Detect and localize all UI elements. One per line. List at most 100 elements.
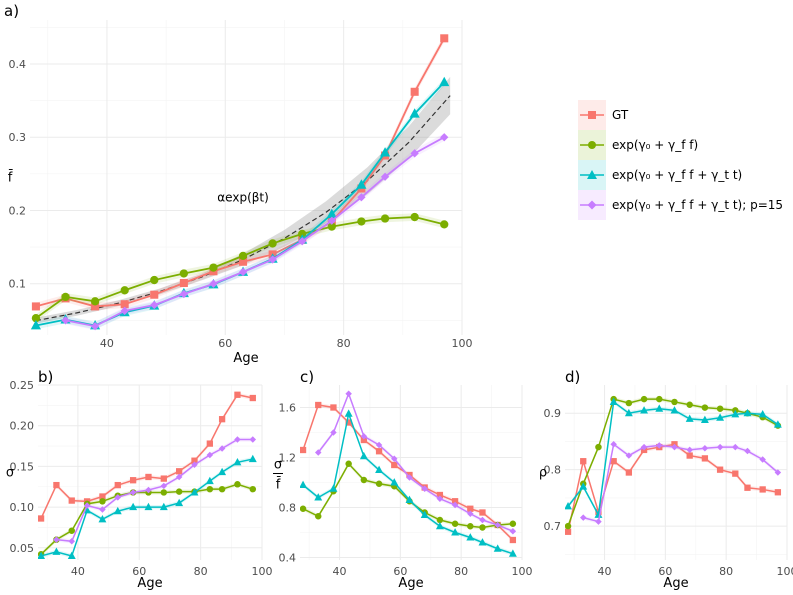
x-tick-label: 100 — [252, 565, 273, 578]
data-point-model-ft-p15 — [580, 514, 587, 521]
x-tick-label: 60 — [393, 565, 407, 578]
data-point-model-f — [565, 522, 572, 530]
y-tick-label: 0.7 — [544, 520, 562, 533]
panel-c: 40 60 80 100 0.4 0.8 1.2 1.6 c) Age σ f̄ — [273, 368, 533, 591]
data-point-model-f — [640, 395, 648, 403]
data-point-model-ft-p15 — [406, 474, 413, 481]
data-point-model-ft — [685, 414, 694, 422]
series-ribbon-gt — [41, 392, 253, 521]
data-point-model-ft — [113, 506, 122, 515]
data-point-model-ft-p15 — [234, 436, 241, 443]
data-point-gt — [114, 481, 121, 489]
data-point-model-f — [436, 516, 444, 524]
y-tick-label: 0.4 — [279, 552, 297, 565]
data-point-gt — [716, 466, 724, 473]
data-point-gt — [345, 419, 352, 426]
series-line-model-ft-p15 — [65, 136, 445, 328]
x-tick-label: 80 — [337, 337, 351, 350]
data-point-model-ft-p15 — [701, 444, 709, 452]
panel-b: 40 60 80 100 0.05 0.10 0.15 0.20 0.25 b) Age σ — [6, 368, 273, 591]
data-point-model-ft — [144, 502, 153, 511]
data-point-model-ft-p15 — [191, 461, 198, 469]
data-point-model-ft — [38, 551, 46, 559]
data-point-model-ft — [30, 319, 41, 330]
data-point-model-ft-p15 — [330, 429, 337, 436]
data-point-model-ft-p15 — [595, 518, 602, 525]
data-point-model-f — [68, 527, 75, 534]
data-point-model-ft — [190, 488, 199, 496]
y-axis-title-denominator: f̄ — [276, 477, 281, 492]
data-point-model-ft-p15 — [440, 133, 449, 142]
x-tick-label: 60 — [218, 337, 232, 350]
data-point-gt — [239, 257, 248, 266]
y-tick-label: 0.15 — [10, 460, 35, 473]
y-tick-label: 0.8 — [544, 464, 562, 477]
x-tick-label: 60 — [132, 565, 146, 578]
data-point-model-ft-p15 — [716, 443, 724, 451]
data-point-model-f — [671, 398, 678, 406]
data-point-model-ft-p15 — [467, 510, 474, 517]
data-point-model-ft-p15 — [360, 433, 368, 440]
data-point-gt — [53, 481, 60, 489]
data-point-model-ft-p15 — [625, 452, 633, 459]
legend: GT exp(γ₀ + γ_f f) exp(γ₀ + γ_f f + γ_t … — [578, 100, 783, 220]
data-point-model-ft — [248, 454, 257, 463]
data-point-model-ft-p15 — [68, 538, 75, 545]
data-point-model-f — [99, 498, 106, 505]
data-point-model-f — [686, 401, 693, 408]
legend-entry-gt: GT — [578, 100, 629, 130]
data-point-model-f — [218, 485, 226, 493]
data-point-model-ft-p15 — [238, 267, 248, 277]
x-tick-label: 80 — [454, 565, 468, 578]
x-tick-label: 60 — [658, 565, 672, 578]
data-point-gt — [759, 486, 766, 493]
y-tick-label: 0.3 — [9, 131, 27, 144]
data-point-model-ft-p15 — [494, 521, 501, 529]
data-point-model-ft — [405, 495, 414, 504]
data-point-model-ft — [98, 514, 107, 523]
data-point-model-ft — [129, 502, 138, 511]
y-tick-label: 0.05 — [10, 542, 35, 555]
data-point-model-ft — [655, 404, 664, 412]
data-point-gt — [234, 391, 241, 398]
data-point-model-ft-p15 — [744, 447, 751, 455]
data-point-gt — [129, 477, 137, 484]
data-point-model-f — [375, 480, 383, 487]
data-point-gt — [410, 87, 419, 96]
data-point-model-ft — [565, 502, 573, 510]
data-point-model-ft — [314, 493, 323, 501]
data-point-model-ft — [700, 415, 709, 424]
data-point-model-f — [209, 263, 218, 272]
x-tick-label: 100 — [452, 337, 473, 350]
data-point-model-f — [656, 395, 663, 403]
panel-label: b) — [38, 368, 53, 386]
data-point-model-ft — [609, 397, 618, 405]
data-point-gt — [315, 401, 322, 409]
data-point-model-ft — [716, 413, 725, 421]
y-tick-label: 0.4 — [9, 58, 27, 71]
data-point-model-f — [357, 217, 366, 226]
panel-label: c) — [300, 368, 314, 386]
data-layer — [30, 34, 451, 331]
data-point-model-ft-p15 — [451, 501, 459, 509]
data-point-gt — [68, 497, 75, 504]
data-point-model-f — [268, 239, 277, 248]
x-axis-title: Age — [137, 576, 162, 591]
legend-entry-model-f: exp(γ₀ + γ_f f) — [578, 130, 698, 160]
x-tick-label: 40 — [598, 565, 612, 578]
data-point-gt — [610, 458, 617, 465]
data-point-model-f — [61, 292, 70, 302]
data-point-model-f — [380, 214, 390, 223]
data-point-model-ft — [356, 179, 367, 189]
data-point-model-ft-p15 — [315, 449, 322, 456]
data-point-model-ft — [218, 467, 227, 476]
x-tick-label: 100 — [777, 565, 793, 578]
data-point-model-ft-p15 — [671, 443, 678, 451]
data-point-model-f — [716, 405, 724, 412]
data-point-model-f — [410, 212, 419, 222]
data-point-model-f — [595, 443, 602, 451]
data-point-model-f — [701, 404, 709, 411]
data-point-model-ft-p15 — [218, 445, 226, 452]
y-tick-label: 1.2 — [279, 452, 297, 465]
fit-annotation: αexp(βt) — [217, 191, 269, 205]
